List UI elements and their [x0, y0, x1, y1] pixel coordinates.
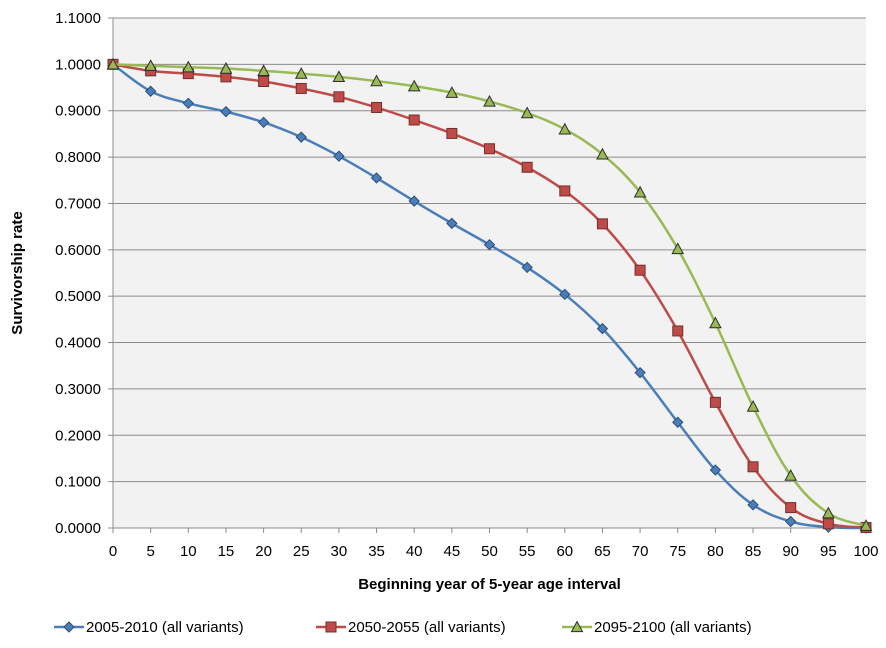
data-point — [259, 77, 269, 87]
data-point — [522, 162, 532, 172]
x-tick-label: 95 — [820, 543, 837, 560]
x-tick-label: 5 — [146, 543, 154, 560]
x-tick-label: 25 — [293, 543, 310, 560]
y-tick-label: 0.8000 — [55, 149, 101, 166]
x-tick-label: 55 — [519, 543, 536, 560]
x-tick-label: 35 — [368, 543, 385, 560]
y-axis-tick-labels: 0.0000 0.1000 0.2000 0.3000 0.4000 0.5000 0.60… — [55, 10, 101, 537]
y-tick-label: 0.4000 — [55, 335, 101, 352]
y-tick-label: 1.0000 — [55, 56, 101, 73]
legend: 2005-2010 (all variants) 2050-2055 (all v… — [54, 619, 752, 636]
x-tick-label: 100 — [853, 543, 878, 560]
data-point — [447, 128, 457, 138]
x-tick-label: 85 — [745, 543, 762, 560]
x-tick-label: 20 — [255, 543, 272, 560]
data-point — [823, 519, 833, 529]
data-point — [409, 115, 419, 125]
y-tick-label: 0.1000 — [55, 474, 101, 491]
y-tick-label: 0.3000 — [55, 381, 101, 398]
data-point — [748, 462, 758, 472]
legend-marker — [326, 622, 336, 632]
legend-label: 2050-2055 (all variants) — [348, 619, 506, 636]
plot-area — [113, 18, 866, 528]
y-tick-label: 1.1000 — [55, 10, 101, 27]
y-tick-label: 0.7000 — [55, 195, 101, 212]
data-point — [372, 102, 382, 112]
data-point — [597, 219, 607, 229]
x-tick-label: 70 — [632, 543, 649, 560]
x-tick-label: 75 — [669, 543, 686, 560]
y-tick-label: 0.6000 — [55, 242, 101, 259]
data-point — [485, 144, 495, 154]
x-tick-label: 0 — [109, 543, 117, 560]
data-point — [334, 92, 344, 102]
legend-marker — [64, 622, 74, 632]
y-tick-label: 0.0000 — [55, 520, 101, 537]
x-tick-label: 50 — [481, 543, 498, 560]
data-point — [673, 326, 683, 336]
x-tick-label: 60 — [556, 543, 573, 560]
x-tick-label: 65 — [594, 543, 611, 560]
x-tick-label: 15 — [218, 543, 235, 560]
legend-item: 2005-2010 (all variants) — [54, 619, 244, 636]
data-point — [635, 265, 645, 275]
legend-label: 2095-2100 (all variants) — [594, 619, 752, 636]
data-point — [786, 503, 796, 513]
data-point — [560, 186, 570, 196]
data-point — [296, 83, 306, 93]
y-tick-label: 0.2000 — [55, 427, 101, 444]
x-tick-label: 90 — [782, 543, 799, 560]
x-tick-label: 80 — [707, 543, 724, 560]
x-axis-tick-labels: 0 5 10 15 20 25 30 35 40 45 50 55 60 65 70 75 80 85 90 95 10… — [109, 543, 879, 560]
data-point — [710, 397, 720, 407]
legend-item: 2050-2055 (all variants) — [316, 619, 506, 636]
x-tick-label: 30 — [331, 543, 348, 560]
legend-label: 2005-2010 (all variants) — [86, 619, 244, 636]
x-tick-label: 10 — [180, 543, 197, 560]
y-tick-label: 0.9000 — [55, 103, 101, 120]
y-axis-title: Survivorship rate — [9, 211, 26, 334]
y-tick-label: 0.5000 — [55, 288, 101, 305]
legend-item: 2095-2100 (all variants) — [562, 619, 752, 636]
x-tick-label: 40 — [406, 543, 423, 560]
x-axis-title: Beginning year of 5-year age interval — [358, 576, 621, 593]
x-tick-label: 45 — [444, 543, 461, 560]
